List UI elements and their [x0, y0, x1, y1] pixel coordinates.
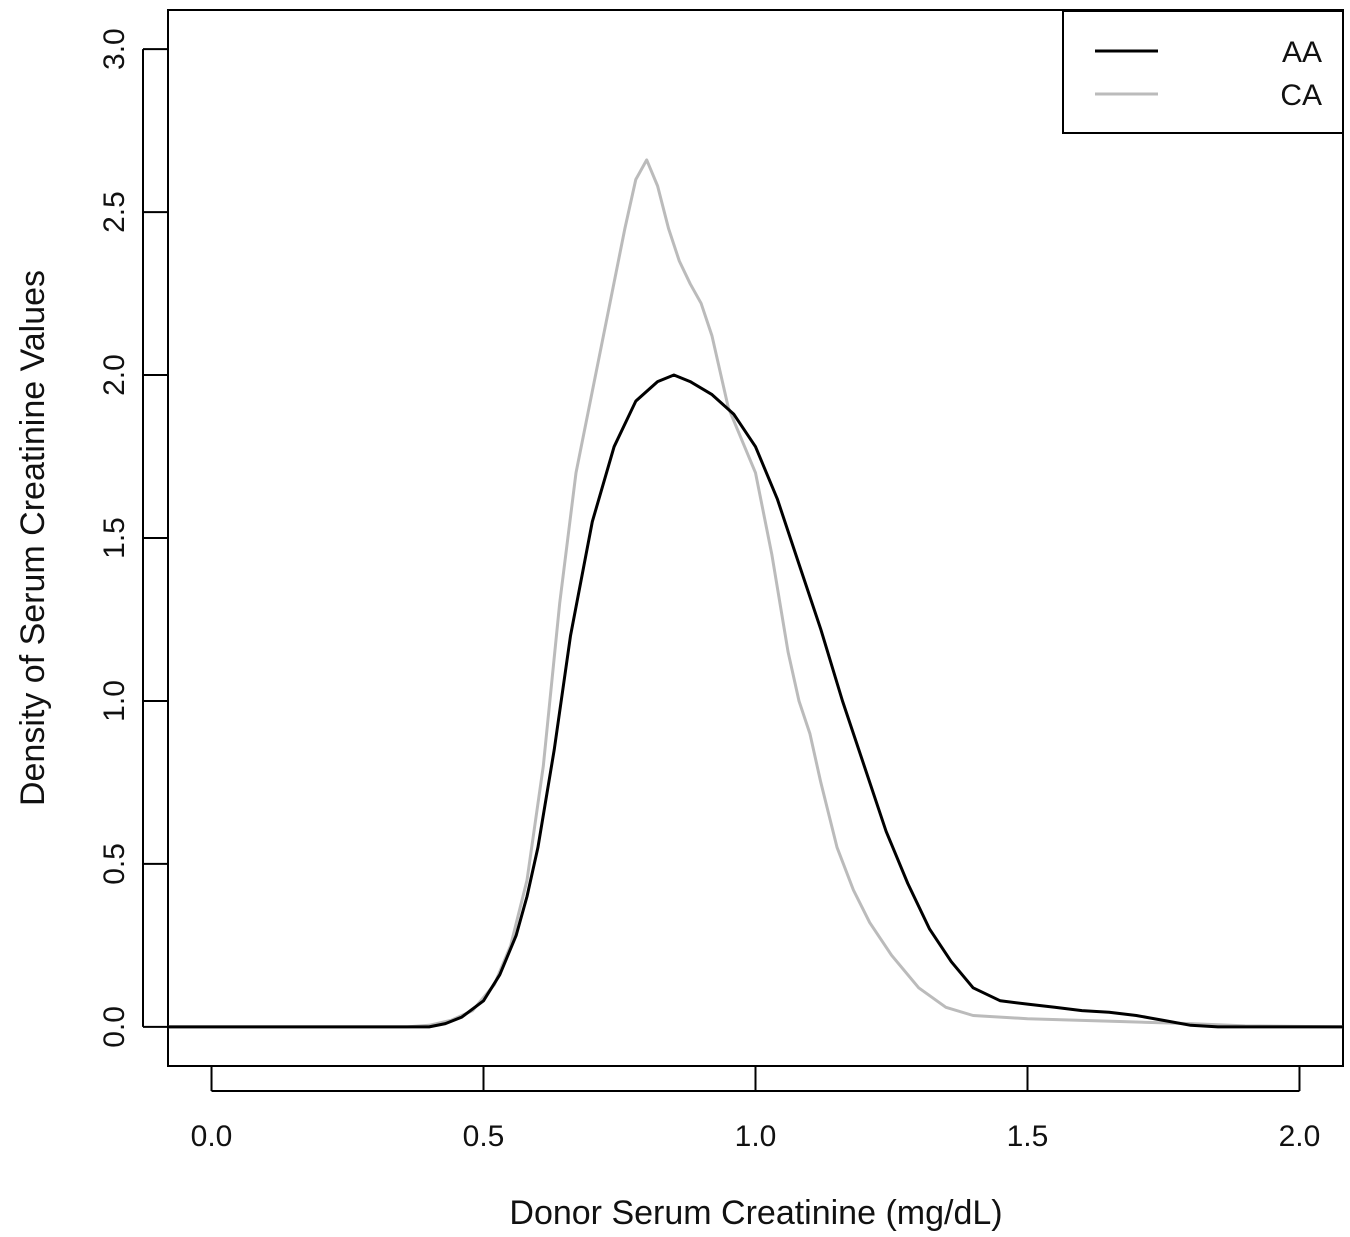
- y-tick-label: 0.5: [98, 843, 131, 885]
- legend-box: [1062, 10, 1344, 134]
- series-line-aa: [168, 373, 1343, 1029]
- y-tick-label: 2.5: [98, 191, 131, 233]
- y-axis: 0.0 0.5 1.0 1.5 2.0 2.5 3.0: [98, 28, 168, 1048]
- series-layer: [168, 158, 1344, 1029]
- series-line-ca: [168, 158, 1344, 1029]
- legend: AA CA: [1062, 10, 1344, 134]
- legend-label-ca: CA: [1280, 79, 1322, 112]
- x-axis-title: Donor Serum Creatinine (mg/dL): [509, 1194, 1002, 1232]
- x-tick-label: 1.0: [735, 1120, 777, 1153]
- y-axis-title: Density of Serum Creatinine Values: [14, 270, 52, 806]
- x-tick-label: 2.0: [1279, 1120, 1321, 1153]
- x-tick-label: 0.0: [191, 1120, 233, 1153]
- x-tick-label: 0.5: [463, 1120, 505, 1153]
- y-tick-label: 3.0: [98, 28, 131, 70]
- y-tick-label: 1.5: [98, 517, 131, 559]
- y-tick-label: 1.0: [98, 680, 131, 722]
- y-tick-label: 0.0: [98, 1006, 131, 1048]
- legend-label-aa: AA: [1282, 36, 1322, 69]
- y-tick-label: 2.0: [98, 354, 131, 396]
- x-axis: 0.0 0.5 1.0 1.5 2.0: [191, 1066, 1321, 1153]
- x-tick-label: 1.5: [1007, 1120, 1049, 1153]
